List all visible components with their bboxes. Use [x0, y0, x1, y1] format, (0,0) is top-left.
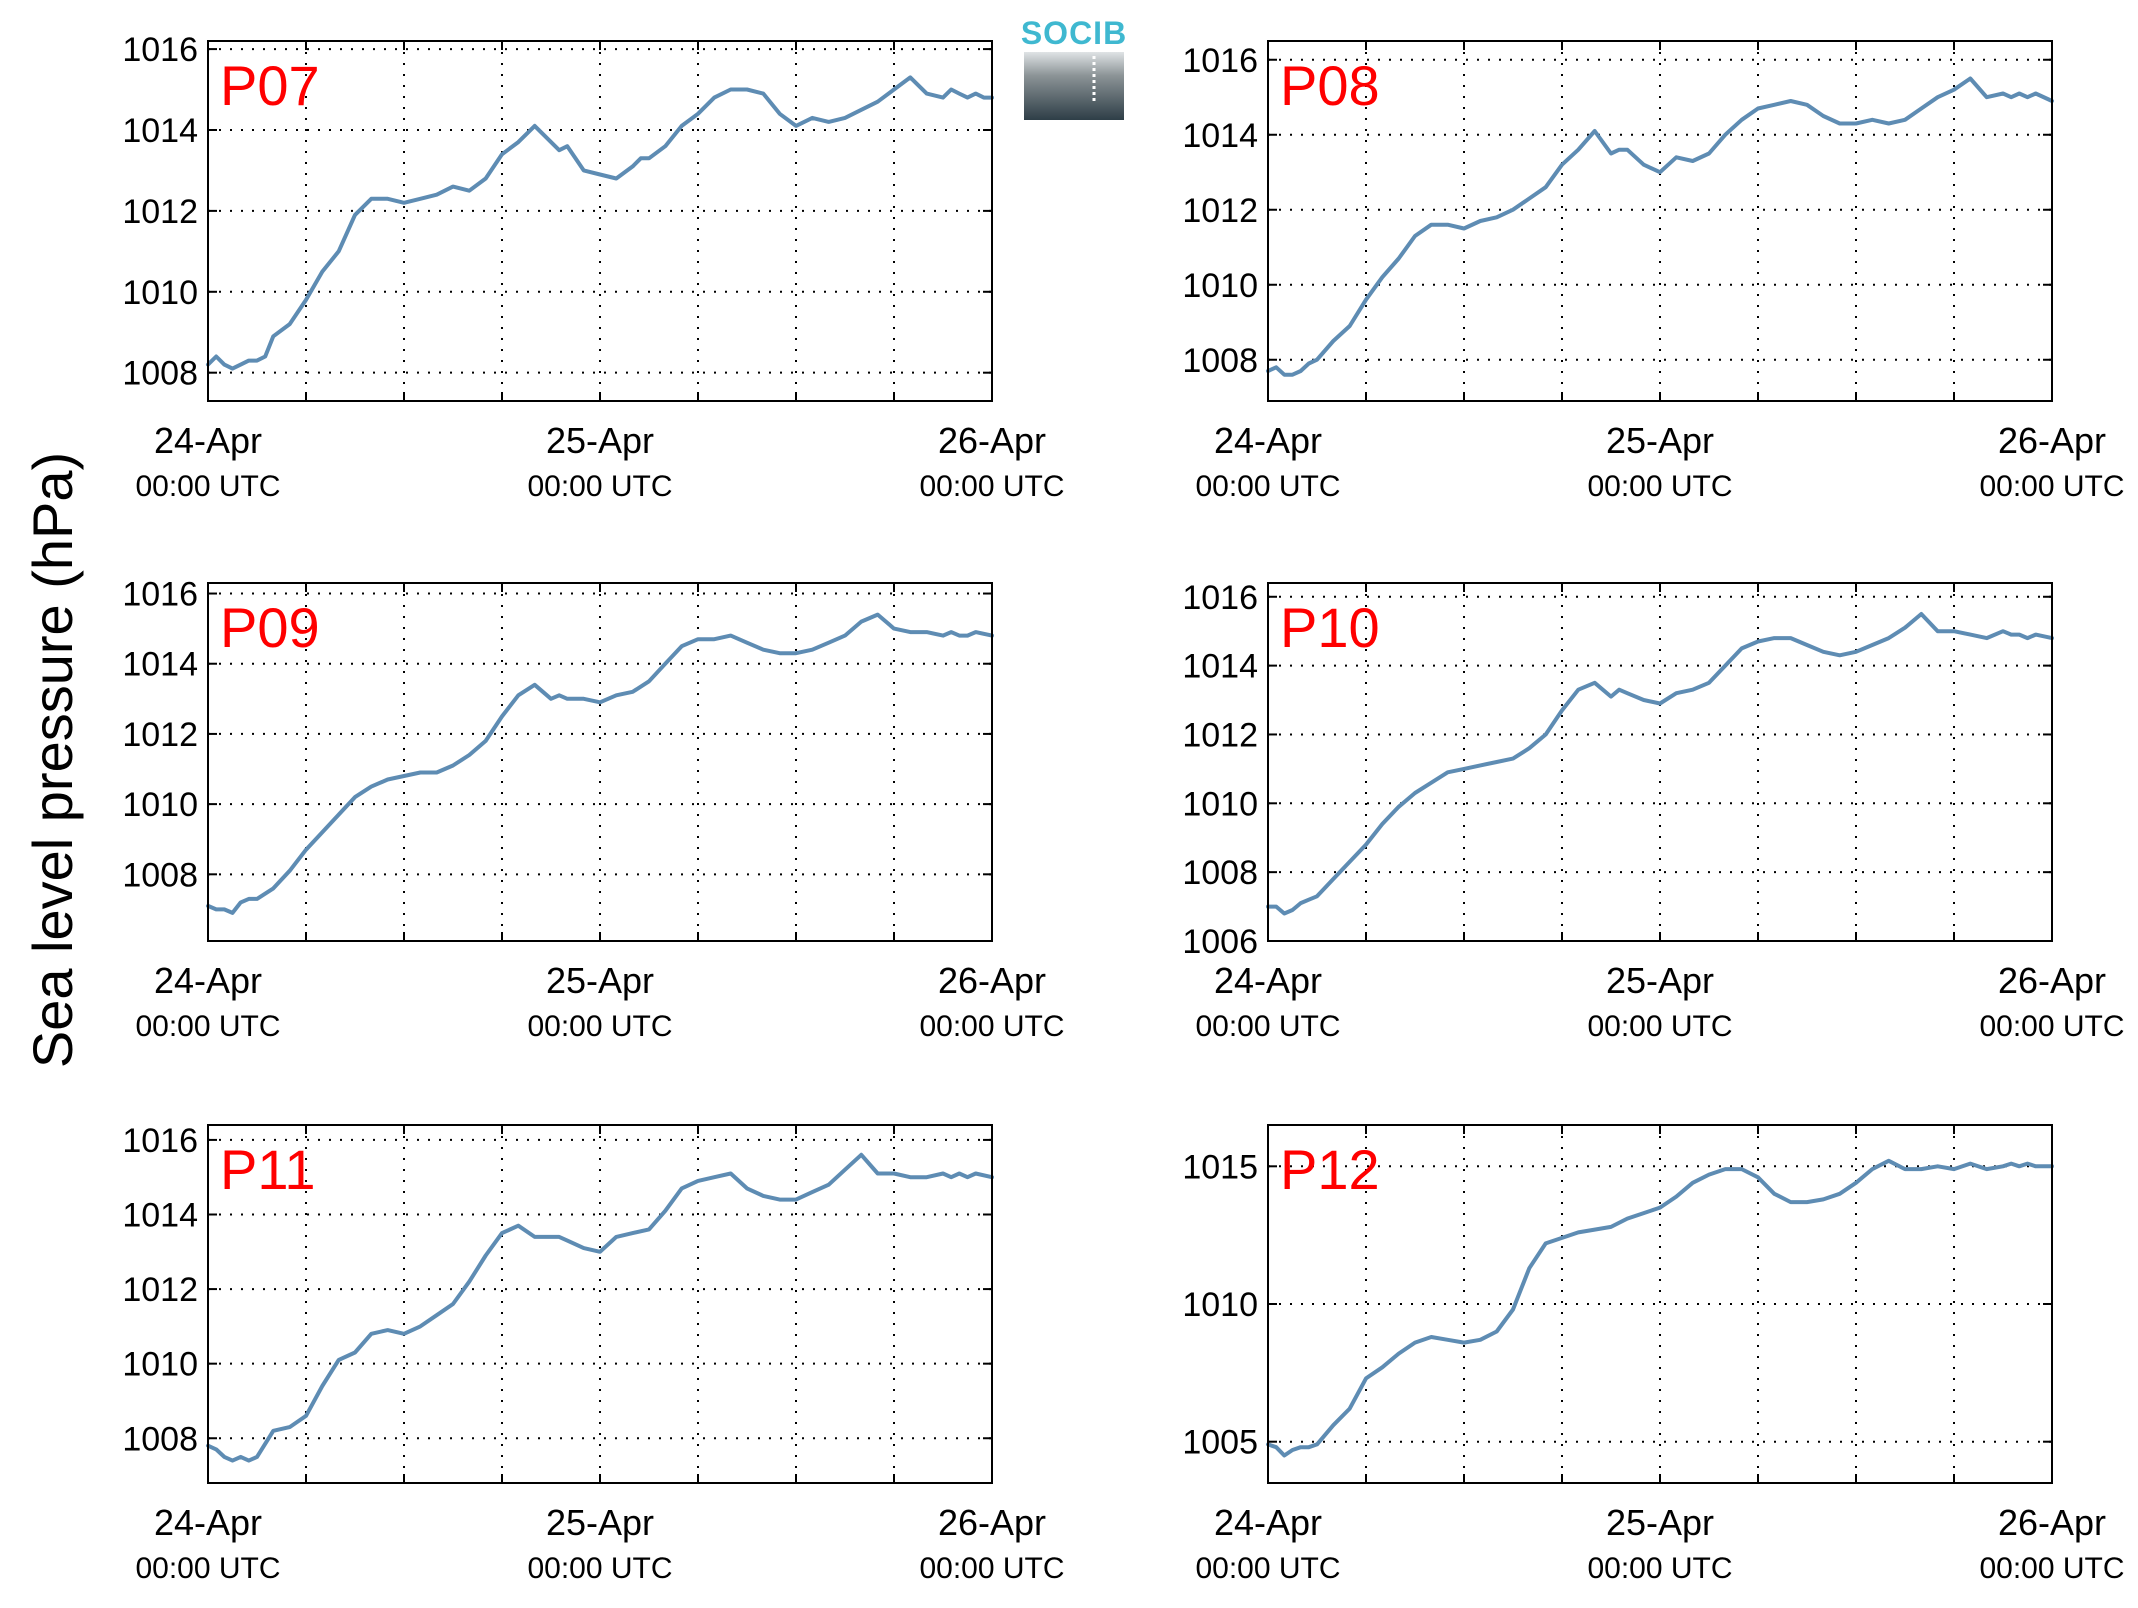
x-tick-date-label: 26-Apr — [938, 960, 1046, 1001]
panel-label: P08 — [1280, 54, 1380, 117]
panel-label: P07 — [220, 54, 320, 117]
series-line — [206, 1152, 994, 1463]
x-tick-date-label: 25-Apr — [546, 420, 654, 461]
axes-box — [1267, 40, 2053, 402]
x-tick-date-label: 25-Apr — [1606, 960, 1714, 1001]
logo-text: SOCIB — [1021, 15, 1127, 51]
y-tick-label: 1008 — [122, 1420, 198, 1458]
axes-box — [207, 582, 993, 942]
chart-panel-p12: 1005 1010 1015 24-Apr 00:00 UTC 25-Apr 00:00 U… — [1182, 1124, 2125, 1585]
socib-logo: SOCIB — [1021, 15, 1127, 120]
x-tick-time-label: 00:00 UTC — [1979, 470, 2124, 503]
x-tick-time-label: 00:00 UTC — [919, 1010, 1064, 1043]
y-tick-label: 1014 — [122, 112, 198, 150]
x-tick-time-label: 00:00 UTC — [1195, 1010, 1340, 1043]
y-tick-label: 1010 — [122, 1346, 198, 1384]
x-tick-time-label: 00:00 UTC — [1587, 470, 1732, 503]
y-tick-label: 1012 — [122, 1271, 198, 1309]
chart-panels: 1008 1010 1012 1014 1016 24-Apr 00:00 UTC 25-Ap… — [122, 31, 2124, 1585]
chart-panel-p08: 1008 1010 1012 1014 1016 24-Apr 00:00 UTC 25-Ap… — [1182, 40, 2125, 503]
y-axis-label: Sea level pressure (hPa) — [21, 452, 84, 1068]
y-tick-label: 1016 — [122, 1122, 198, 1160]
y-tick-label: 1010 — [122, 786, 198, 824]
x-tick-date-label: 24-Apr — [1214, 960, 1322, 1001]
x-tick-date-label: 26-Apr — [1998, 1502, 2106, 1543]
y-tick-label: 1014 — [1182, 117, 1258, 155]
axes-box — [207, 1124, 993, 1484]
y-tick-label: 1016 — [122, 31, 198, 69]
y-tick-label: 1008 — [1182, 342, 1258, 380]
x-tick-date-label: 24-Apr — [154, 960, 262, 1001]
x-tick-time-label: 00:00 UTC — [135, 470, 280, 503]
x-tick-time-label: 00:00 UTC — [135, 1010, 280, 1043]
x-tick-date-label: 24-Apr — [154, 1502, 262, 1543]
axes-box — [1267, 1124, 2053, 1484]
x-tick-time-label: 00:00 UTC — [1979, 1010, 2124, 1043]
axes-box — [1267, 582, 2053, 942]
y-tick-label: 1014 — [122, 1197, 198, 1235]
chart-panel-p10: 1006 1008 1010 1012 1014 1016 24-Apr 00:00 UTC 2… — [1182, 579, 2124, 1043]
x-tick-time-label: 00:00 UTC — [1587, 1552, 1732, 1585]
y-tick-label: 1008 — [122, 856, 198, 894]
x-tick-time-label: 00:00 UTC — [527, 1010, 672, 1043]
x-tick-time-label: 00:00 UTC — [135, 1552, 280, 1585]
x-tick-date-label: 24-Apr — [154, 420, 262, 461]
x-tick-date-label: 25-Apr — [546, 1502, 654, 1543]
series-line — [1266, 1158, 2054, 1458]
y-tick-label: 1010 — [122, 274, 198, 312]
x-tick-date-label: 24-Apr — [1214, 1502, 1322, 1543]
chart-panel-p11: 1008 1010 1012 1014 1016 24-Apr 00:00 UTC 25-Ap… — [122, 1122, 1064, 1585]
y-tick-label: 1016 — [122, 576, 198, 614]
y-tick-label: 1010 — [1182, 1286, 1258, 1324]
logo-gradient — [1024, 52, 1124, 120]
x-tick-date-label: 25-Apr — [1606, 420, 1714, 461]
y-tick-label: 1010 — [1182, 785, 1258, 823]
y-tick-label: 1012 — [122, 193, 198, 231]
x-tick-time-label: 00:00 UTC — [919, 1552, 1064, 1585]
panel-label: P11 — [220, 1138, 315, 1201]
x-tick-time-label: 00:00 UTC — [1195, 1552, 1340, 1585]
x-tick-time-label: 00:00 UTC — [527, 1552, 672, 1585]
x-tick-date-label: 26-Apr — [938, 1502, 1046, 1543]
series-line — [206, 612, 994, 915]
x-tick-date-label: 25-Apr — [1606, 1502, 1714, 1543]
y-tick-label: 1016 — [1182, 42, 1258, 80]
y-tick-label: 1014 — [1182, 648, 1258, 686]
x-tick-date-label: 26-Apr — [1998, 420, 2106, 461]
series-line — [206, 75, 994, 371]
panel-label: P09 — [220, 596, 320, 659]
x-tick-time-label: 00:00 UTC — [1979, 1552, 2124, 1585]
y-tick-label: 1012 — [1182, 192, 1258, 230]
x-tick-date-label: 26-Apr — [938, 420, 1046, 461]
x-tick-time-label: 00:00 UTC — [1195, 470, 1340, 503]
x-tick-time-label: 00:00 UTC — [527, 470, 672, 503]
chart-panel-p09: 1008 1010 1012 1014 1016 24-Apr 00:00 UTC 25-Ap… — [122, 576, 1064, 1043]
y-tick-label: 1008 — [122, 355, 198, 393]
y-tick-label: 1014 — [122, 646, 198, 684]
x-tick-date-label: 26-Apr — [1998, 960, 2106, 1001]
axes-box — [207, 40, 993, 402]
y-tick-label: 1012 — [1182, 716, 1258, 754]
x-tick-time-label: 00:00 UTC — [919, 470, 1064, 503]
series-line — [1266, 76, 2054, 377]
y-tick-label: 1005 — [1182, 1424, 1258, 1462]
y-tick-label: 1010 — [1182, 267, 1258, 305]
chart-panel-p07: 1008 1010 1012 1014 1016 24-Apr 00:00 UTC 25-Ap… — [122, 31, 1064, 503]
x-tick-time-label: 00:00 UTC — [1587, 1010, 1732, 1043]
series-line — [1266, 612, 2054, 916]
y-tick-label: 1008 — [1182, 854, 1258, 892]
y-tick-label: 1006 — [1182, 923, 1258, 961]
panel-label: P10 — [1280, 596, 1380, 659]
x-tick-date-label: 25-Apr — [546, 960, 654, 1001]
y-tick-label: 1016 — [1182, 579, 1258, 617]
x-tick-date-label: 24-Apr — [1214, 420, 1322, 461]
y-tick-label: 1012 — [122, 716, 198, 754]
y-tick-label: 1015 — [1182, 1148, 1258, 1186]
panel-label: P12 — [1280, 1138, 1380, 1201]
